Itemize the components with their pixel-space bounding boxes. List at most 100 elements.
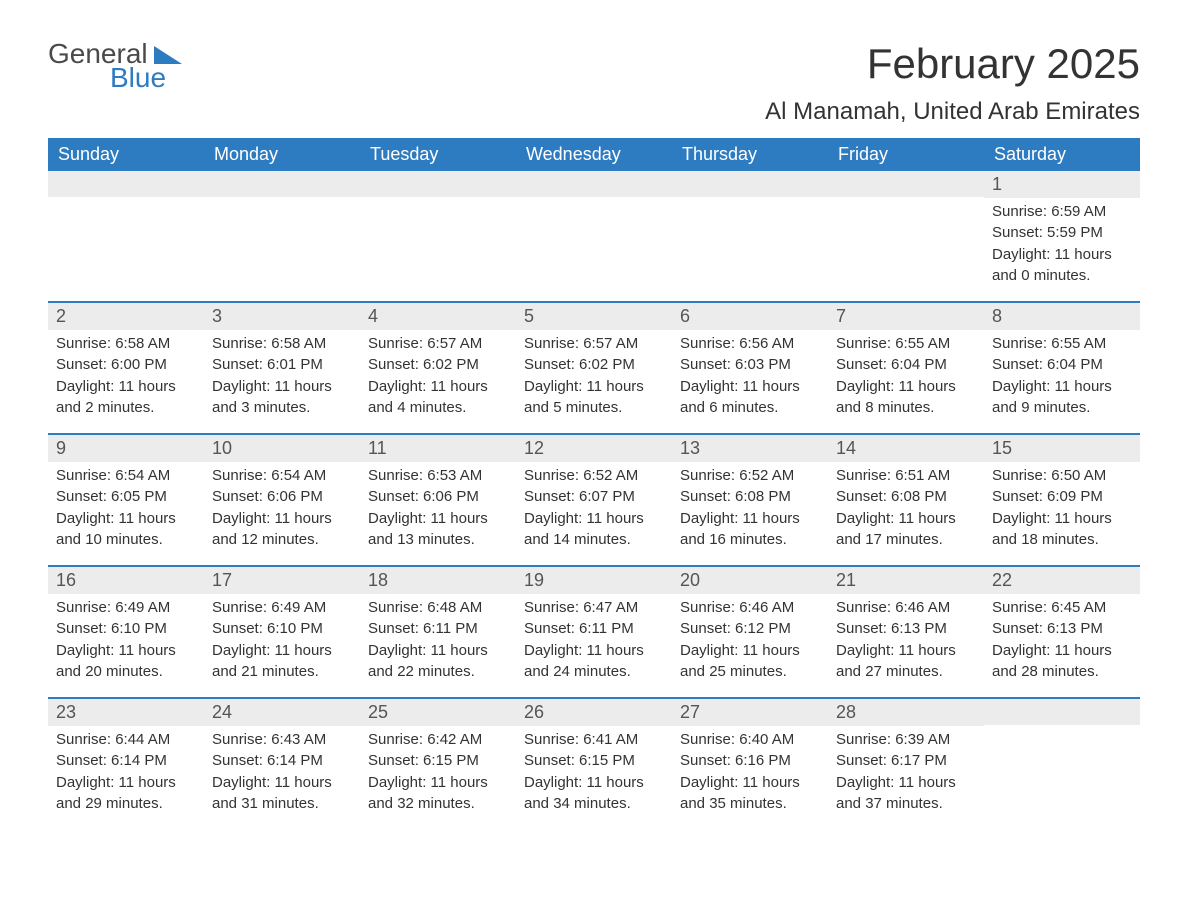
day-details: Sunrise: 6:43 AMSunset: 6:14 PMDaylight:… xyxy=(204,726,360,829)
day-number: 3 xyxy=(204,303,360,330)
day-number: 13 xyxy=(672,435,828,462)
day-sunrise: Sunrise: 6:54 AM xyxy=(56,466,196,486)
day-details: Sunrise: 6:42 AMSunset: 6:15 PMDaylight:… xyxy=(360,726,516,829)
day-number: 21 xyxy=(828,567,984,594)
day-cell xyxy=(516,171,672,301)
day-details: Sunrise: 6:48 AMSunset: 6:11 PMDaylight:… xyxy=(360,594,516,697)
day-sunrise: Sunrise: 6:46 AM xyxy=(680,598,820,618)
day-details: Sunrise: 6:47 AMSunset: 6:11 PMDaylight:… xyxy=(516,594,672,697)
day-details: Sunrise: 6:46 AMSunset: 6:12 PMDaylight:… xyxy=(672,594,828,697)
day-sunrise: Sunrise: 6:46 AM xyxy=(836,598,976,618)
day-sunset: Sunset: 6:16 PM xyxy=(680,751,820,771)
day-number xyxy=(516,171,672,197)
day-number: 16 xyxy=(48,567,204,594)
day-sunset: Sunset: 6:08 PM xyxy=(836,487,976,507)
day-day1: Daylight: 11 hours xyxy=(680,641,820,661)
day-sunset: Sunset: 6:11 PM xyxy=(524,619,664,639)
day-sunset: Sunset: 6:04 PM xyxy=(836,355,976,375)
day-cell: 8Sunrise: 6:55 AMSunset: 6:04 PMDaylight… xyxy=(984,303,1140,433)
day-day1: Daylight: 11 hours xyxy=(56,641,196,661)
day-day2: and 16 minutes. xyxy=(680,530,820,550)
day-day1: Daylight: 11 hours xyxy=(992,377,1132,397)
day-day1: Daylight: 11 hours xyxy=(992,641,1132,661)
day-day1: Daylight: 11 hours xyxy=(992,245,1132,265)
day-day1: Daylight: 11 hours xyxy=(836,509,976,529)
day-sunrise: Sunrise: 6:45 AM xyxy=(992,598,1132,618)
day-cell xyxy=(984,699,1140,829)
day-sunset: Sunset: 6:17 PM xyxy=(836,751,976,771)
day-day2: and 5 minutes. xyxy=(524,398,664,418)
day-number: 11 xyxy=(360,435,516,462)
location-label: Al Manamah, United Arab Emirates xyxy=(765,98,1140,126)
day-number: 24 xyxy=(204,699,360,726)
day-sunrise: Sunrise: 6:59 AM xyxy=(992,202,1132,222)
day-sunset: Sunset: 6:00 PM xyxy=(56,355,196,375)
day-number xyxy=(204,171,360,197)
day-number: 27 xyxy=(672,699,828,726)
day-sunrise: Sunrise: 6:55 AM xyxy=(992,334,1132,354)
day-sunrise: Sunrise: 6:41 AM xyxy=(524,730,664,750)
logo-word2: Blue xyxy=(110,64,182,92)
day-day2: and 21 minutes. xyxy=(212,662,352,682)
day-number: 23 xyxy=(48,699,204,726)
day-sunset: Sunset: 6:02 PM xyxy=(524,355,664,375)
day-number xyxy=(984,699,1140,725)
day-day2: and 31 minutes. xyxy=(212,794,352,814)
week-row: 2Sunrise: 6:58 AMSunset: 6:00 PMDaylight… xyxy=(48,301,1140,433)
day-sunset: Sunset: 5:59 PM xyxy=(992,223,1132,243)
day-cell: 13Sunrise: 6:52 AMSunset: 6:08 PMDayligh… xyxy=(672,435,828,565)
day-sunset: Sunset: 6:14 PM xyxy=(56,751,196,771)
day-cell xyxy=(360,171,516,301)
day-sunrise: Sunrise: 6:53 AM xyxy=(368,466,508,486)
day-day2: and 14 minutes. xyxy=(524,530,664,550)
day-sunset: Sunset: 6:05 PM xyxy=(56,487,196,507)
day-sunset: Sunset: 6:10 PM xyxy=(56,619,196,639)
day-day1: Daylight: 11 hours xyxy=(524,641,664,661)
day-cell: 9Sunrise: 6:54 AMSunset: 6:05 PMDaylight… xyxy=(48,435,204,565)
day-day2: and 8 minutes. xyxy=(836,398,976,418)
day-day1: Daylight: 11 hours xyxy=(680,509,820,529)
day-details: Sunrise: 6:46 AMSunset: 6:13 PMDaylight:… xyxy=(828,594,984,697)
day-number: 17 xyxy=(204,567,360,594)
day-day1: Daylight: 11 hours xyxy=(368,377,508,397)
day-sunset: Sunset: 6:13 PM xyxy=(836,619,976,639)
day-details: Sunrise: 6:57 AMSunset: 6:02 PMDaylight:… xyxy=(516,330,672,433)
day-cell xyxy=(204,171,360,301)
day-number: 14 xyxy=(828,435,984,462)
day-sunrise: Sunrise: 6:49 AM xyxy=(212,598,352,618)
day-details: Sunrise: 6:51 AMSunset: 6:08 PMDaylight:… xyxy=(828,462,984,565)
day-day2: and 17 minutes. xyxy=(836,530,976,550)
day-cell: 26Sunrise: 6:41 AMSunset: 6:15 PMDayligh… xyxy=(516,699,672,829)
day-day1: Daylight: 11 hours xyxy=(56,773,196,793)
day-day2: and 29 minutes. xyxy=(56,794,196,814)
day-sunset: Sunset: 6:04 PM xyxy=(992,355,1132,375)
day-sunset: Sunset: 6:06 PM xyxy=(212,487,352,507)
weekday-header: Monday xyxy=(204,138,360,171)
day-day2: and 37 minutes. xyxy=(836,794,976,814)
day-sunrise: Sunrise: 6:47 AM xyxy=(524,598,664,618)
day-number: 1 xyxy=(984,171,1140,198)
logo: General Blue xyxy=(48,40,182,92)
week-row: 23Sunrise: 6:44 AMSunset: 6:14 PMDayligh… xyxy=(48,697,1140,829)
day-day1: Daylight: 11 hours xyxy=(992,509,1132,529)
page-title: February 2025 xyxy=(765,40,1140,88)
day-number: 4 xyxy=(360,303,516,330)
day-day2: and 2 minutes. xyxy=(56,398,196,418)
day-cell: 23Sunrise: 6:44 AMSunset: 6:14 PMDayligh… xyxy=(48,699,204,829)
day-day1: Daylight: 11 hours xyxy=(524,509,664,529)
day-sunrise: Sunrise: 6:57 AM xyxy=(368,334,508,354)
day-day1: Daylight: 11 hours xyxy=(368,641,508,661)
weeks-container: 1Sunrise: 6:59 AMSunset: 5:59 PMDaylight… xyxy=(48,171,1140,829)
day-day2: and 6 minutes. xyxy=(680,398,820,418)
day-details: Sunrise: 6:55 AMSunset: 6:04 PMDaylight:… xyxy=(828,330,984,433)
day-number: 20 xyxy=(672,567,828,594)
day-details: Sunrise: 6:54 AMSunset: 6:06 PMDaylight:… xyxy=(204,462,360,565)
day-details: Sunrise: 6:59 AMSunset: 5:59 PMDaylight:… xyxy=(984,198,1140,301)
week-row: 16Sunrise: 6:49 AMSunset: 6:10 PMDayligh… xyxy=(48,565,1140,697)
day-details: Sunrise: 6:40 AMSunset: 6:16 PMDaylight:… xyxy=(672,726,828,829)
weekday-header: Wednesday xyxy=(516,138,672,171)
day-cell xyxy=(672,171,828,301)
day-cell: 25Sunrise: 6:42 AMSunset: 6:15 PMDayligh… xyxy=(360,699,516,829)
day-day2: and 3 minutes. xyxy=(212,398,352,418)
day-sunrise: Sunrise: 6:50 AM xyxy=(992,466,1132,486)
